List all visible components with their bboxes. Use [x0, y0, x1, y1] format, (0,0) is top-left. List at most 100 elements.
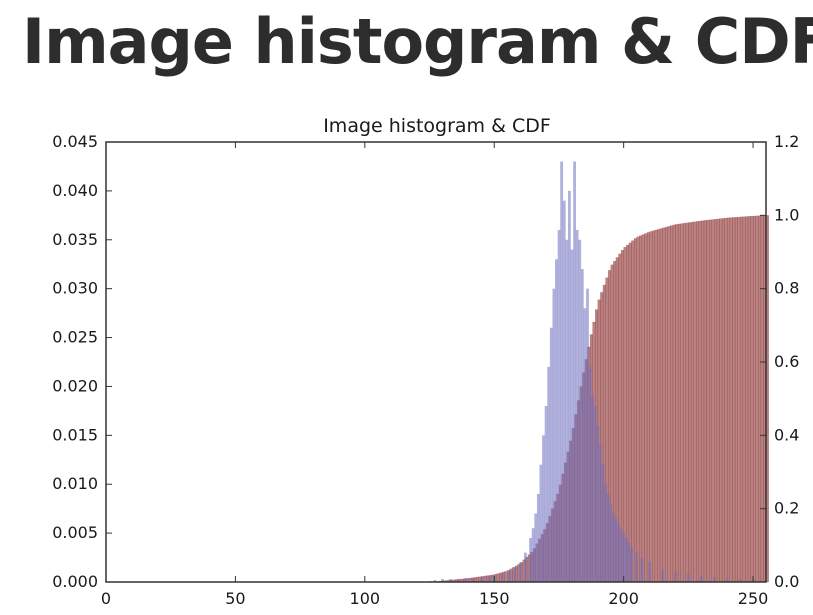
histogram-bar [630, 547, 633, 582]
histogram-bar [529, 538, 532, 582]
histogram-bar [648, 562, 652, 582]
y-tick-label: 0.015 [52, 425, 98, 444]
y-tick-label: 0.045 [52, 132, 98, 151]
cdf-bar [483, 575, 487, 583]
x-tick-label: 150 [479, 589, 510, 608]
cdf-bar [734, 217, 738, 583]
histogram-bar [441, 579, 444, 582]
cdf-bar [706, 219, 710, 583]
cdf-bar [745, 216, 749, 583]
chart-title: Image histogram & CDF [323, 115, 551, 137]
histogram-bar [542, 435, 545, 582]
cdf-bar [755, 215, 759, 583]
histogram-bar [531, 528, 535, 582]
histogram-bar [536, 494, 540, 582]
slide-title: Image histogram & CDF [22, 5, 813, 78]
histogram-bar [640, 557, 644, 582]
histogram-bar [661, 569, 664, 582]
histogram-bar [557, 230, 561, 582]
histogram-bar [591, 396, 595, 582]
cdf-bar [747, 216, 751, 583]
cdf-bar [724, 217, 728, 583]
histogram-bar [487, 576, 491, 582]
histogram-bar [617, 523, 620, 582]
histogram-bar [575, 230, 579, 582]
cdf-bar [646, 232, 650, 583]
y2-tick-label: 1.2 [774, 132, 799, 151]
histogram-bar [586, 288, 589, 582]
cdf-bar [677, 223, 681, 583]
y2-tick-label: 0.4 [774, 425, 799, 444]
cdf-bar [708, 219, 713, 583]
histogram-bar [635, 552, 639, 582]
histogram-bar [524, 552, 527, 582]
histogram-bar [599, 445, 602, 582]
histogram-bar [712, 577, 716, 582]
cdf-bar [701, 220, 705, 583]
histogram-bar [472, 578, 476, 582]
histogram-bar [456, 579, 460, 582]
cdf-bar [496, 573, 500, 583]
cdf-bar [662, 227, 666, 583]
histogram-bar [622, 533, 626, 582]
histogram-bar [738, 579, 742, 582]
histogram-bar [609, 503, 613, 582]
histogram-bar [433, 580, 437, 582]
histogram-bar [725, 578, 729, 582]
y-tick-label: 0.040 [52, 181, 98, 200]
x-tick-label: 100 [350, 589, 381, 608]
cdf-bar [623, 247, 627, 583]
histogram-bar [583, 308, 587, 582]
y-tick-label: 0.005 [52, 523, 98, 542]
histogram-bar [624, 538, 628, 582]
histogram-bar [552, 288, 556, 582]
cdf-bar [682, 223, 687, 583]
cdf-bar [737, 216, 741, 583]
y2-tick-label: 0.2 [774, 499, 799, 518]
histogram-bar [606, 494, 610, 582]
histogram-bar [601, 464, 605, 582]
histogram-bar [539, 464, 543, 582]
histogram-bar [580, 269, 584, 582]
histogram-bar [627, 542, 631, 582]
histogram-bar [534, 513, 538, 582]
cdf-bar [742, 216, 746, 583]
histogram-bar [596, 425, 600, 582]
y2-tick-label: 0.0 [774, 572, 799, 591]
cdf-bar [670, 225, 674, 583]
y2-tick-label: 0.8 [774, 279, 799, 298]
cdf-bar [631, 240, 635, 583]
cdf-bar [716, 218, 720, 583]
histogram-bar [614, 518, 618, 582]
cdf-bar [638, 235, 643, 583]
y-tick-label: 0.000 [52, 572, 98, 591]
x-tick-label: 50 [225, 589, 245, 608]
histogram-bar [604, 484, 608, 582]
histogram-bar [560, 161, 564, 583]
cdf-bar [636, 236, 640, 583]
cdf-bar [688, 222, 692, 583]
cdf-bar [633, 238, 637, 583]
histogram-bar [593, 406, 597, 582]
histogram-bar [544, 406, 548, 582]
histogram-bar [612, 513, 615, 582]
cdf-bar [649, 231, 653, 583]
histogram-bar [547, 366, 551, 582]
cdf-bar [672, 224, 676, 583]
cdf-bar [758, 215, 762, 583]
y-tick-label: 0.035 [52, 230, 98, 249]
cdf-bar [628, 242, 632, 583]
cdf-bar [680, 223, 684, 583]
histogram-bar [562, 200, 566, 582]
y2-tick-label: 1.0 [774, 205, 799, 224]
cdf-bar [726, 217, 731, 583]
cdf-bar [703, 220, 707, 583]
cdf-bar [675, 224, 679, 583]
cdf-bar [693, 221, 697, 583]
cdf-bar [729, 217, 733, 583]
cdf-bar [711, 219, 715, 583]
y-tick-label: 0.010 [52, 474, 98, 493]
cdf-bar [752, 215, 757, 583]
cdf-bar [719, 218, 723, 583]
cdf-bar [750, 215, 754, 583]
